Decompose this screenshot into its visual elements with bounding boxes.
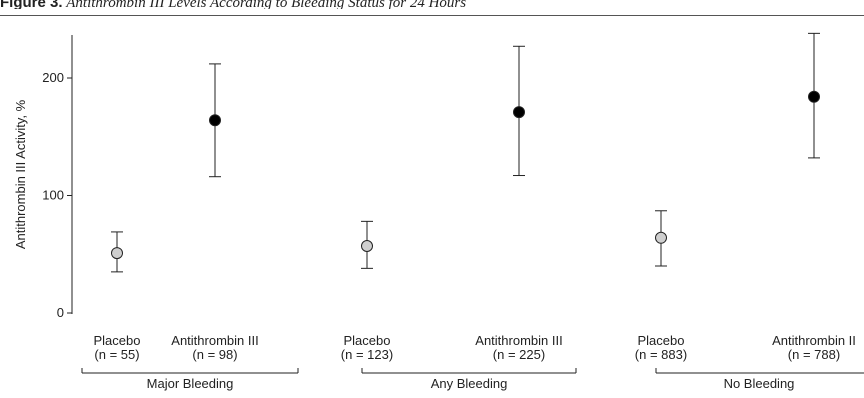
group-brackets: Major Bleeding Any Bleeding No Bleeding	[81, 368, 864, 391]
x-tick-sample-size: (n = 123)	[341, 347, 393, 362]
x-tick-sample-size: (n = 883)	[635, 347, 687, 362]
y-axis-label: Antithrombin III Activity, %	[13, 99, 28, 249]
x-tick-sample-size: (n = 98)	[192, 347, 237, 362]
data-point	[513, 106, 525, 119]
y-tick-label: 100	[42, 188, 64, 203]
title-divider	[0, 15, 864, 16]
x-tick-sample-size: (n = 788)	[788, 347, 840, 362]
data-point	[808, 90, 820, 103]
data-point	[361, 240, 373, 253]
x-tick-label: Placebo	[344, 333, 391, 348]
x-tick-sample-size: (n = 225)	[493, 347, 545, 362]
x-labels: Placebo(n = 55)Antithrombin III(n = 98)P…	[94, 333, 856, 362]
data-point	[209, 114, 221, 127]
x-tick-sample-size: (n = 55)	[94, 347, 139, 362]
group-label: Major Bleeding	[147, 376, 234, 391]
error-bars	[111, 32, 820, 273]
data-point	[655, 231, 667, 244]
group-label: No Bleeding	[724, 376, 795, 391]
x-tick-label: Placebo	[94, 333, 141, 348]
data-points	[111, 90, 820, 260]
y-tick-label: 200	[42, 70, 64, 85]
figure-title: Figure 3. Antithrombin III Levels Accord…	[0, 0, 864, 9]
data-point	[111, 247, 123, 260]
x-tick-label: Antithrombin II	[772, 333, 856, 348]
y-ticks: 0 100 200	[42, 70, 72, 320]
figure-caption: Antithrombin III Levels According to Ble…	[66, 0, 467, 9]
figure-label: Figure 3.	[0, 0, 63, 9]
group-label: Any Bleeding	[431, 376, 508, 391]
x-tick-label: Antithrombin III	[475, 333, 562, 348]
y-tick-label: 0	[57, 305, 64, 320]
x-tick-label: Antithrombin III	[171, 333, 258, 348]
x-tick-label: Placebo	[638, 333, 685, 348]
